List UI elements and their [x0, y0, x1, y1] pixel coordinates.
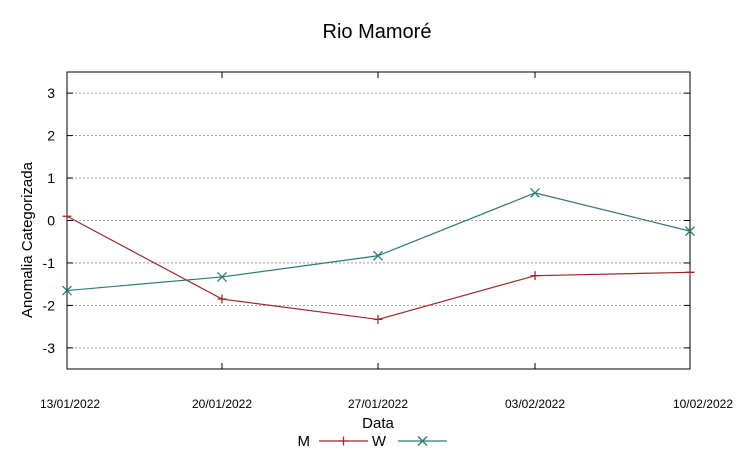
y-tick-label: 0	[47, 213, 55, 229]
legend-marker-M	[339, 436, 348, 446]
y-tick-label: 2	[47, 128, 55, 144]
series-M	[62, 211, 695, 324]
x-axis-ticks: 13/01/2022 20/01/2022 27/01/2022 03/02/2022…	[40, 72, 733, 411]
data-point-M	[373, 314, 383, 324]
data-point-W	[530, 187, 540, 198]
series-layer	[62, 187, 695, 324]
chart-title: Rio Mamoré	[323, 21, 432, 43]
data-point-W	[217, 271, 227, 282]
y-tick-label: 1	[47, 170, 55, 186]
x-tick-label: 03/02/2022	[505, 397, 565, 411]
data-point-M	[62, 211, 72, 221]
x-tick-label: 13/01/2022	[40, 397, 100, 411]
y-tick-label: -3	[43, 340, 56, 356]
legend-label-W: W	[372, 433, 387, 450]
data-point-M	[217, 294, 227, 304]
data-point-W	[373, 250, 383, 261]
legend-marker-W	[417, 436, 428, 446]
data-point-W	[62, 285, 72, 296]
x-tick-label: 10/02/2022	[673, 397, 733, 411]
y-tick-label: -1	[43, 255, 56, 271]
series-line-W	[66, 192, 691, 292]
series-W	[62, 187, 695, 296]
data-point-M	[530, 271, 540, 281]
y-axis-label: Anomalia Categorizada	[19, 161, 36, 318]
series-line-M	[66, 215, 691, 321]
y-axis-ticks: -3 -2 -1 0 1 2 3	[43, 85, 690, 356]
y-tick-label: -2	[43, 297, 56, 313]
x-tick-label: 20/01/2022	[192, 397, 252, 411]
x-tick-label: 27/01/2022	[348, 397, 408, 411]
data-point-W	[685, 226, 695, 237]
y-tick-label: 3	[47, 85, 55, 101]
grid-lines	[67, 92, 690, 349]
legend-label-M: M	[298, 433, 311, 450]
x-axis-label: Data	[362, 415, 394, 432]
data-point-M	[685, 267, 695, 277]
